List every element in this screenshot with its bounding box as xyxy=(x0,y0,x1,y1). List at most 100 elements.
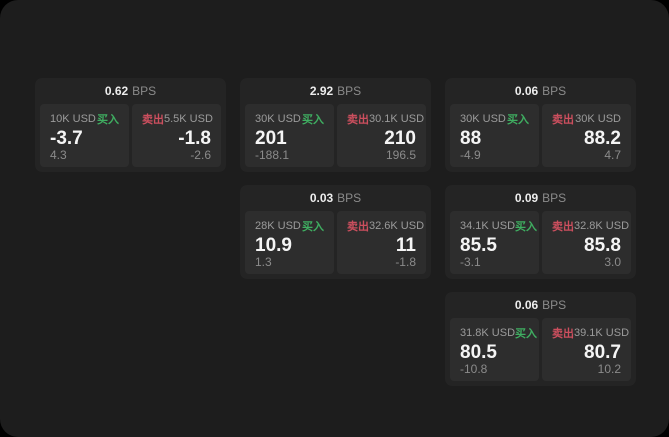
spread-unit-label: BPS xyxy=(337,84,362,98)
spread-value: 0.09 xyxy=(514,191,539,205)
quote-panels: 30K USD 买入 88 -4.9 卖出 30K USD 88.2 4.7 xyxy=(445,104,636,172)
spread-header: 0.09 BPS xyxy=(445,185,636,211)
sell-size: 39.1K USD xyxy=(574,327,630,339)
buy-price: 80.5 xyxy=(460,341,497,363)
sell-panel-top: 卖出 32.8K USD xyxy=(552,218,629,234)
spread-value: 0.03 xyxy=(309,191,334,205)
spread-header: 0.06 BPS xyxy=(445,78,636,104)
sell-price: 85.8 xyxy=(584,234,621,256)
quote-card: 0.62 BPS 10K USD 买入 -3.7 4.3 卖出 5.5K USD xyxy=(35,78,226,172)
buy-change: -4.9 xyxy=(460,148,481,162)
buy-size: 34.1K USD xyxy=(460,220,516,232)
sell-size: 5.5K USD xyxy=(164,113,213,125)
spread-header: 0.06 BPS xyxy=(445,292,636,318)
spread-value: 0.06 xyxy=(514,84,539,98)
spread-unit-label: BPS xyxy=(542,191,567,205)
spread-unit-label: BPS xyxy=(542,298,567,312)
sell-quote-button[interactable]: 卖出 32.8K USD 85.8 3.0 xyxy=(542,211,631,274)
quote-card: 0.03 BPS 28K USD 买入 10.9 1.3 卖出 32.6K US… xyxy=(240,185,431,279)
buy-side-label: 买入 xyxy=(302,221,324,233)
quote-card: 0.06 BPS 30K USD 买入 88 -4.9 卖出 30K USD xyxy=(445,78,636,172)
sell-panel-top: 卖出 39.1K USD xyxy=(552,325,629,341)
buy-price: 88 xyxy=(460,127,482,149)
sell-change: 10.2 xyxy=(597,362,621,376)
spread-value: 2.92 xyxy=(309,84,334,98)
spread-unit-label: BPS xyxy=(337,191,362,205)
sell-change: 4.7 xyxy=(604,148,621,162)
buy-side-label: 买入 xyxy=(97,114,119,126)
spread-value: 0.06 xyxy=(514,298,539,312)
quote-card: 0.06 BPS 31.8K USD 买入 80.5 -10.8 卖出 39.1… xyxy=(445,292,636,386)
buy-change: -3.1 xyxy=(460,255,481,269)
sell-quote-button[interactable]: 卖出 30K USD 88.2 4.7 xyxy=(542,104,631,167)
buy-size: 10K USD xyxy=(50,113,96,125)
buy-price: 85.5 xyxy=(460,234,497,256)
sell-quote-button[interactable]: 卖出 30.1K USD 210 196.5 xyxy=(337,104,426,167)
sell-panel-top: 卖出 5.5K USD xyxy=(142,111,213,127)
sell-price: 210 xyxy=(384,127,416,149)
sell-change: 196.5 xyxy=(385,148,416,162)
spread-value: 0.62 xyxy=(104,84,129,98)
buy-quote-button[interactable]: 10K USD 买入 -3.7 4.3 xyxy=(40,104,129,167)
sell-size: 30.1K USD xyxy=(369,113,425,125)
buy-panel-top: 30K USD 买入 xyxy=(460,111,529,127)
buy-size: 30K USD xyxy=(255,113,301,125)
sell-change: -1.8 xyxy=(395,255,416,269)
buy-change: -188.1 xyxy=(255,148,290,162)
sell-change: 3.0 xyxy=(604,255,621,269)
sell-side-label: 卖出 xyxy=(552,221,574,233)
spread-header: 0.03 BPS xyxy=(240,185,431,211)
buy-side-label: 买入 xyxy=(515,221,538,233)
buy-size: 31.8K USD xyxy=(460,327,516,339)
sell-side-label: 卖出 xyxy=(552,328,574,340)
buy-side-label: 买入 xyxy=(515,328,538,340)
buy-price: 10.9 xyxy=(255,234,292,256)
quote-panels: 31.8K USD 买入 80.5 -10.8 卖出 39.1K USD 80.… xyxy=(445,318,636,386)
sell-side-label: 卖出 xyxy=(347,114,369,126)
sell-price: 80.7 xyxy=(584,341,621,363)
sell-quote-button[interactable]: 卖出 39.1K USD 80.7 10.2 xyxy=(542,318,631,381)
spread-header: 0.62 BPS xyxy=(35,78,226,104)
sell-change: -2.6 xyxy=(190,148,211,162)
sell-panel-top: 卖出 32.6K USD xyxy=(347,218,424,234)
buy-panel-top: 28K USD 买入 xyxy=(255,218,324,234)
sell-quote-button[interactable]: 卖出 32.6K USD 11 -1.8 xyxy=(337,211,426,274)
buy-change: 1.3 xyxy=(255,255,272,269)
sell-quote-button[interactable]: 卖出 5.5K USD -1.8 -2.6 xyxy=(132,104,221,167)
buy-panel-top: 34.1K USD 买入 xyxy=(460,218,537,234)
sell-price: -1.8 xyxy=(178,127,211,149)
quote-card: 0.09 BPS 34.1K USD 买入 85.5 -3.1 卖出 32.8K… xyxy=(445,185,636,279)
buy-quote-button[interactable]: 34.1K USD 买入 85.5 -3.1 xyxy=(450,211,539,274)
buy-size: 28K USD xyxy=(255,220,301,232)
buy-panel-top: 31.8K USD 买入 xyxy=(460,325,537,341)
buy-side-label: 买入 xyxy=(507,114,529,126)
spread-header: 2.92 BPS xyxy=(240,78,431,104)
buy-panel-top: 30K USD 买入 xyxy=(255,111,324,127)
quote-panels: 34.1K USD 买入 85.5 -3.1 卖出 32.8K USD 85.8… xyxy=(445,211,636,279)
buy-panel-top: 10K USD 买入 xyxy=(50,111,119,127)
sell-panel-top: 卖出 30K USD xyxy=(552,111,621,127)
buy-change: -10.8 xyxy=(460,362,488,376)
quote-card: 2.92 BPS 30K USD 买入 201 -188.1 卖出 30.1K … xyxy=(240,78,431,172)
quote-panels: 10K USD 买入 -3.7 4.3 卖出 5.5K USD -1.8 -2.… xyxy=(35,104,226,172)
buy-change: 4.3 xyxy=(50,148,67,162)
buy-quote-button[interactable]: 30K USD 买入 88 -4.9 xyxy=(450,104,539,167)
quote-panels: 30K USD 买入 201 -188.1 卖出 30.1K USD 210 1… xyxy=(240,104,431,172)
buy-quote-button[interactable]: 31.8K USD 买入 80.5 -10.8 xyxy=(450,318,539,381)
spread-unit-label: BPS xyxy=(542,84,567,98)
buy-price: 201 xyxy=(255,127,287,149)
spread-unit-label: BPS xyxy=(132,84,157,98)
sell-price: 88.2 xyxy=(584,127,621,149)
sell-side-label: 卖出 xyxy=(142,114,164,126)
sell-size: 32.6K USD xyxy=(369,220,425,232)
quote-cards-grid: 0.62 BPS 10K USD 买入 -3.7 4.3 卖出 5.5K USD xyxy=(35,78,636,386)
sell-size: 32.8K USD xyxy=(574,220,630,232)
sell-price: 11 xyxy=(395,234,416,256)
sell-side-label: 卖出 xyxy=(347,221,369,233)
buy-price: -3.7 xyxy=(50,127,83,149)
quote-panels: 28K USD 买入 10.9 1.3 卖出 32.6K USD 11 -1.8 xyxy=(240,211,431,279)
buy-quote-button[interactable]: 30K USD 买入 201 -188.1 xyxy=(245,104,334,167)
sell-size: 30K USD xyxy=(575,113,621,125)
buy-quote-button[interactable]: 28K USD 买入 10.9 1.3 xyxy=(245,211,334,274)
